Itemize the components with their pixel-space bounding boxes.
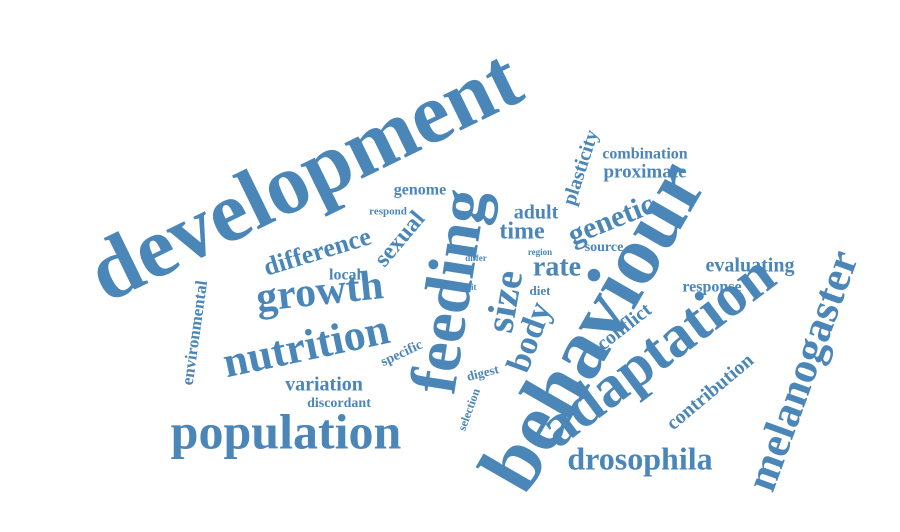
word-size: size bbox=[476, 267, 531, 336]
word-drosophila: drosophila bbox=[567, 440, 712, 476]
word-region: region bbox=[528, 247, 552, 257]
word-source: source bbox=[585, 240, 624, 255]
word-discordant: discordant bbox=[307, 396, 371, 411]
word-genome: genome bbox=[394, 182, 446, 199]
word-adult: adult bbox=[514, 202, 559, 224]
word-environmental: environmental bbox=[178, 279, 212, 386]
word-differ: differ bbox=[465, 253, 487, 263]
word-time: time bbox=[499, 219, 545, 245]
word-local: local bbox=[329, 267, 362, 284]
word-rate: rate bbox=[533, 251, 581, 282]
words-layer: developmentfeedingbehaviouradaptationpop… bbox=[73, 29, 868, 507]
word-combination: combination bbox=[602, 146, 687, 163]
word-plasticity: plasticity bbox=[558, 127, 603, 208]
word-proximate: proximate bbox=[603, 161, 686, 182]
word-variation: variation bbox=[285, 374, 363, 396]
word-evaluating: evaluating bbox=[706, 255, 795, 277]
word-response: response bbox=[682, 279, 741, 296]
word-diet: diet bbox=[530, 283, 552, 298]
word-respond: respond bbox=[369, 206, 407, 218]
word-population: population bbox=[171, 403, 402, 459]
word-trait: trait bbox=[460, 282, 477, 292]
